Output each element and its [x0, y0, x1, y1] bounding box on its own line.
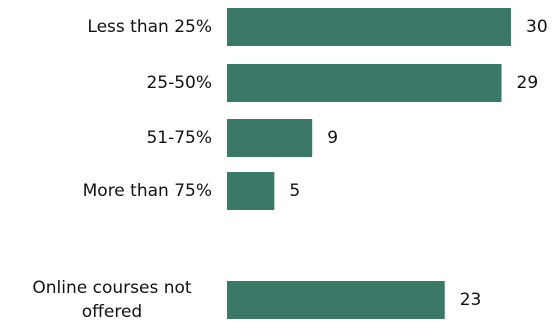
category-label-1: 25-50% — [146, 73, 212, 93]
category-label-4-line-0: Online courses not — [32, 278, 192, 298]
bar-1 — [227, 64, 502, 102]
bar-0 — [227, 8, 511, 46]
bar-2 — [227, 119, 313, 157]
category-labels-group: Less than 25% 25-50% 51-75% More than 75% On… — [32, 17, 212, 322]
data-labels-group: 30 29 9 5 23 — [289, 17, 547, 310]
category-label-2: 51-75% — [146, 128, 212, 148]
category-label-4-line-1: offered — [82, 302, 142, 322]
data-label-4: 23 — [460, 290, 482, 310]
bar-4 — [227, 281, 445, 319]
bar-3 — [227, 172, 275, 210]
data-label-3: 5 — [289, 181, 300, 201]
category-label-0: Less than 25% — [87, 17, 212, 37]
bars-group — [227, 8, 511, 319]
data-label-1: 29 — [517, 73, 539, 93]
data-label-0: 30 — [526, 17, 548, 37]
category-label-3: More than 75% — [83, 181, 212, 201]
data-label-2: 9 — [327, 128, 338, 148]
